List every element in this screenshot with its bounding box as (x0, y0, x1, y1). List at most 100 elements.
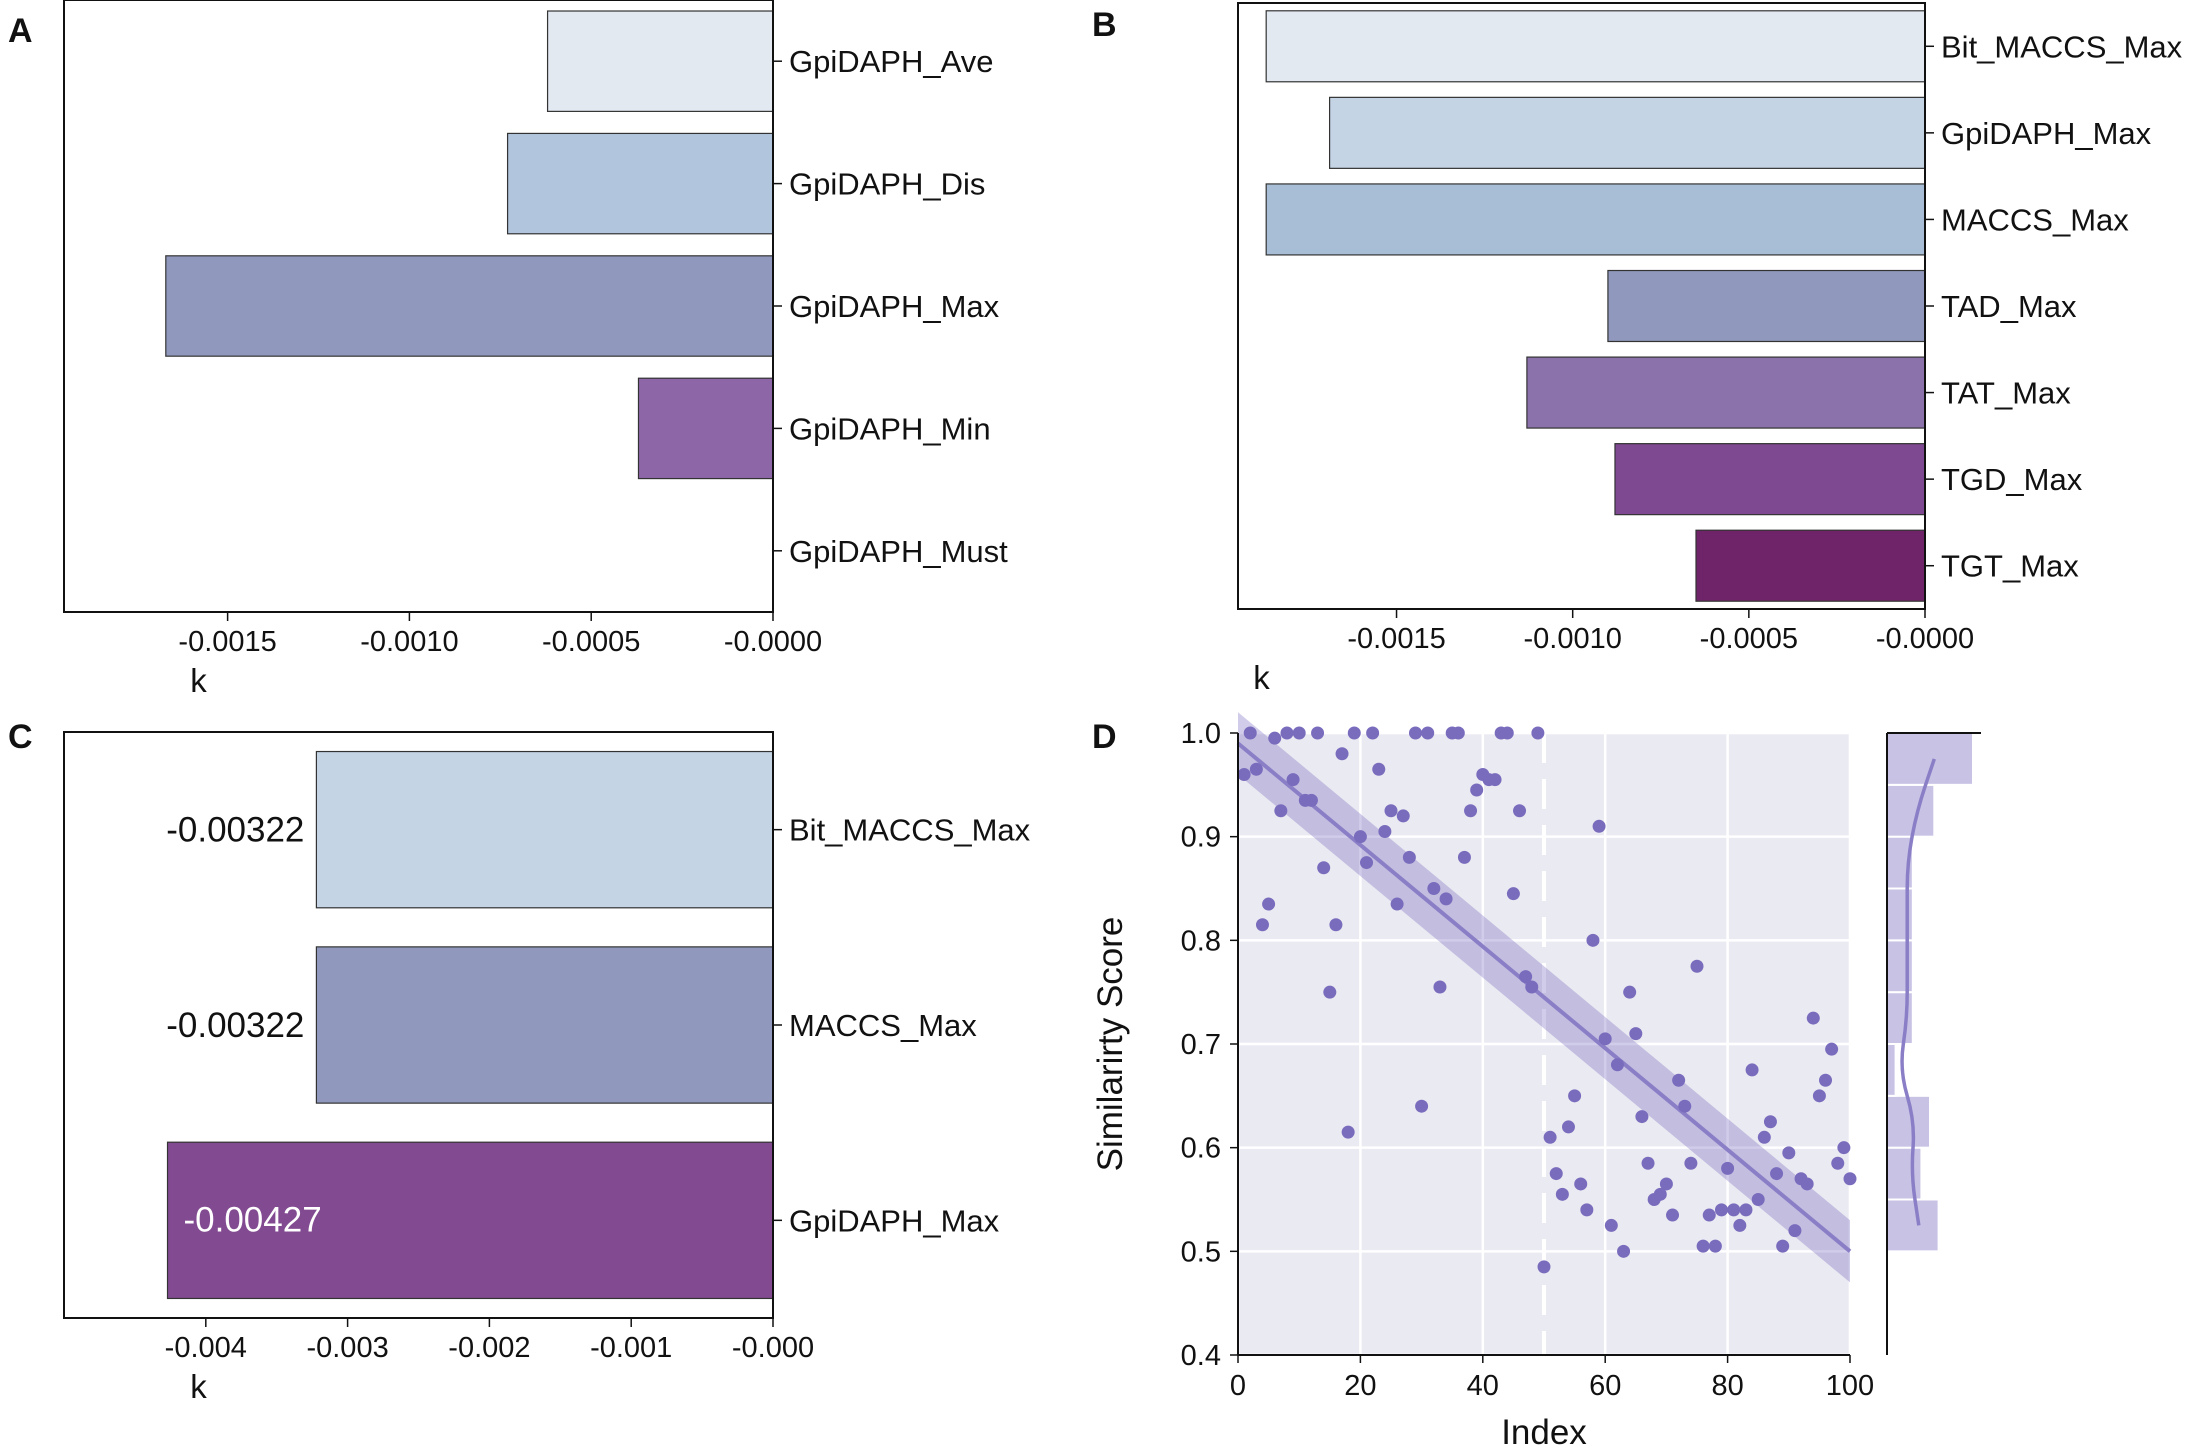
panel-label-a: A (8, 12, 33, 50)
data-point (1341, 1125, 1355, 1139)
data-point (1415, 1099, 1429, 1113)
data-point (1360, 856, 1374, 870)
bar-gpidaph_max (165, 255, 774, 357)
data-point (1433, 980, 1447, 994)
data-point (1714, 1203, 1728, 1217)
data-point (1249, 762, 1263, 776)
x-tick-label: -0.0005 (1700, 623, 1798, 655)
category-label: Bit_MACCS_Max (1941, 29, 2183, 64)
data-point (1531, 726, 1545, 740)
data-point (1617, 1244, 1631, 1258)
data-point (1604, 1218, 1618, 1232)
x-axis-label: k (190, 1368, 207, 1405)
x-axis-label: k (190, 662, 207, 699)
data-point (1659, 1177, 1673, 1191)
panel-label-c: C (8, 718, 33, 756)
bar-tgt_max (1695, 529, 1926, 602)
x-tick-label: -0.004 (165, 1332, 247, 1364)
data-point (1543, 1130, 1557, 1144)
data-point (1610, 1058, 1624, 1072)
data-point (1672, 1073, 1686, 1087)
data-point (1727, 1203, 1741, 1217)
data-point (1549, 1167, 1563, 1181)
data-point (1776, 1239, 1790, 1253)
category-label: GpiDAPH_Max (1941, 116, 2152, 151)
bar-tat_max (1526, 356, 1926, 429)
x-tick-label: -0.0000 (1876, 623, 1974, 655)
category-label: GpiDAPH_Min (789, 411, 991, 446)
y-tick-label: 1.0 (1181, 718, 1221, 750)
bar-maccs_max (315, 946, 774, 1104)
data-point (1733, 1218, 1747, 1232)
category-label: GpiDAPH_Must (789, 534, 1008, 569)
plot-frame (63, 0, 774, 613)
data-point (1402, 850, 1416, 864)
data-point (1568, 1089, 1582, 1103)
data-point (1451, 726, 1465, 740)
x-axis-label: Index (1501, 1413, 1587, 1452)
data-point (1635, 1110, 1649, 1124)
data-point (1372, 762, 1386, 776)
data-point (1470, 783, 1484, 797)
data-point (1286, 773, 1300, 787)
x-tick-label: 100 (1826, 1370, 1874, 1402)
data-point (1788, 1224, 1802, 1238)
data-point (1574, 1177, 1588, 1191)
x-tick-label: -0.0010 (1524, 623, 1622, 655)
bar-gpidaph_ave (546, 10, 774, 112)
data-point (1653, 1187, 1667, 1201)
bar-gpidaph_max (1328, 96, 1926, 169)
panel-d-scatter-plot: 0 20 40 60 80 100 0.4 0.5 0.6 0.7 0.8 0.9 1.0 Index Si… (1091, 712, 1981, 1452)
y-axis-label: Similarirty Score (1091, 917, 1130, 1172)
x-tick-label: 80 (1711, 1370, 1743, 1402)
data-point (1439, 892, 1453, 906)
bar-gpidaph_min (637, 377, 774, 480)
panel-a-bar-chart: GpiDAPH_Ave GpiDAPH_Dis GpiDAPH_Max GpiDAPH… (63, 0, 1008, 699)
histogram-bar (1886, 991, 1914, 1046)
x-tick-label: 20 (1344, 1370, 1376, 1402)
data-point (1580, 1203, 1594, 1217)
bar-tgd_max (1614, 443, 1926, 516)
data-point (1770, 1167, 1784, 1181)
data-point (1757, 1130, 1771, 1144)
data-point (1268, 731, 1282, 745)
data-point (1721, 1161, 1735, 1175)
bar-gpidaph_max (166, 1141, 774, 1300)
data-point (1390, 897, 1404, 911)
data-point (1812, 1089, 1826, 1103)
data-point (1782, 1146, 1796, 1160)
y-tick-label: 0.8 (1181, 925, 1221, 957)
histogram-bar (1886, 783, 1936, 838)
data-point (1843, 1172, 1857, 1186)
y-tick-label: 0.9 (1181, 822, 1221, 854)
data-point (1274, 804, 1288, 818)
data-point (1641, 1156, 1655, 1170)
histogram-bar (1886, 1146, 1923, 1201)
x-axis-label: k (1253, 659, 1270, 696)
data-point (1323, 985, 1337, 999)
data-point (1262, 897, 1276, 911)
data-point (1378, 824, 1392, 838)
data-point (1255, 918, 1269, 932)
category-label: TAD_Max (1941, 289, 2077, 324)
data-point (1800, 1177, 1814, 1191)
category-label: GpiDAPH_Dis (789, 167, 985, 202)
y-tick-label: 0.6 (1181, 1133, 1221, 1165)
panel-label-d: D (1092, 718, 1117, 756)
data-point (1329, 918, 1343, 932)
data-point (1708, 1239, 1722, 1253)
panel-label-b: B (1092, 6, 1117, 44)
x-tick-label: 40 (1467, 1370, 1499, 1402)
histogram-bar (1886, 1043, 1897, 1097)
x-tick-label: -0.003 (306, 1332, 388, 1364)
data-point (1237, 767, 1251, 781)
data-point (1506, 887, 1520, 901)
data-point (1292, 726, 1306, 740)
data-point (1623, 985, 1637, 999)
data-point (1819, 1073, 1833, 1087)
x-tick-label: -0.0000 (724, 626, 822, 658)
data-point (1525, 980, 1539, 994)
data-point (1751, 1193, 1765, 1206)
category-label: GpiDAPH_Max (789, 1203, 1000, 1238)
